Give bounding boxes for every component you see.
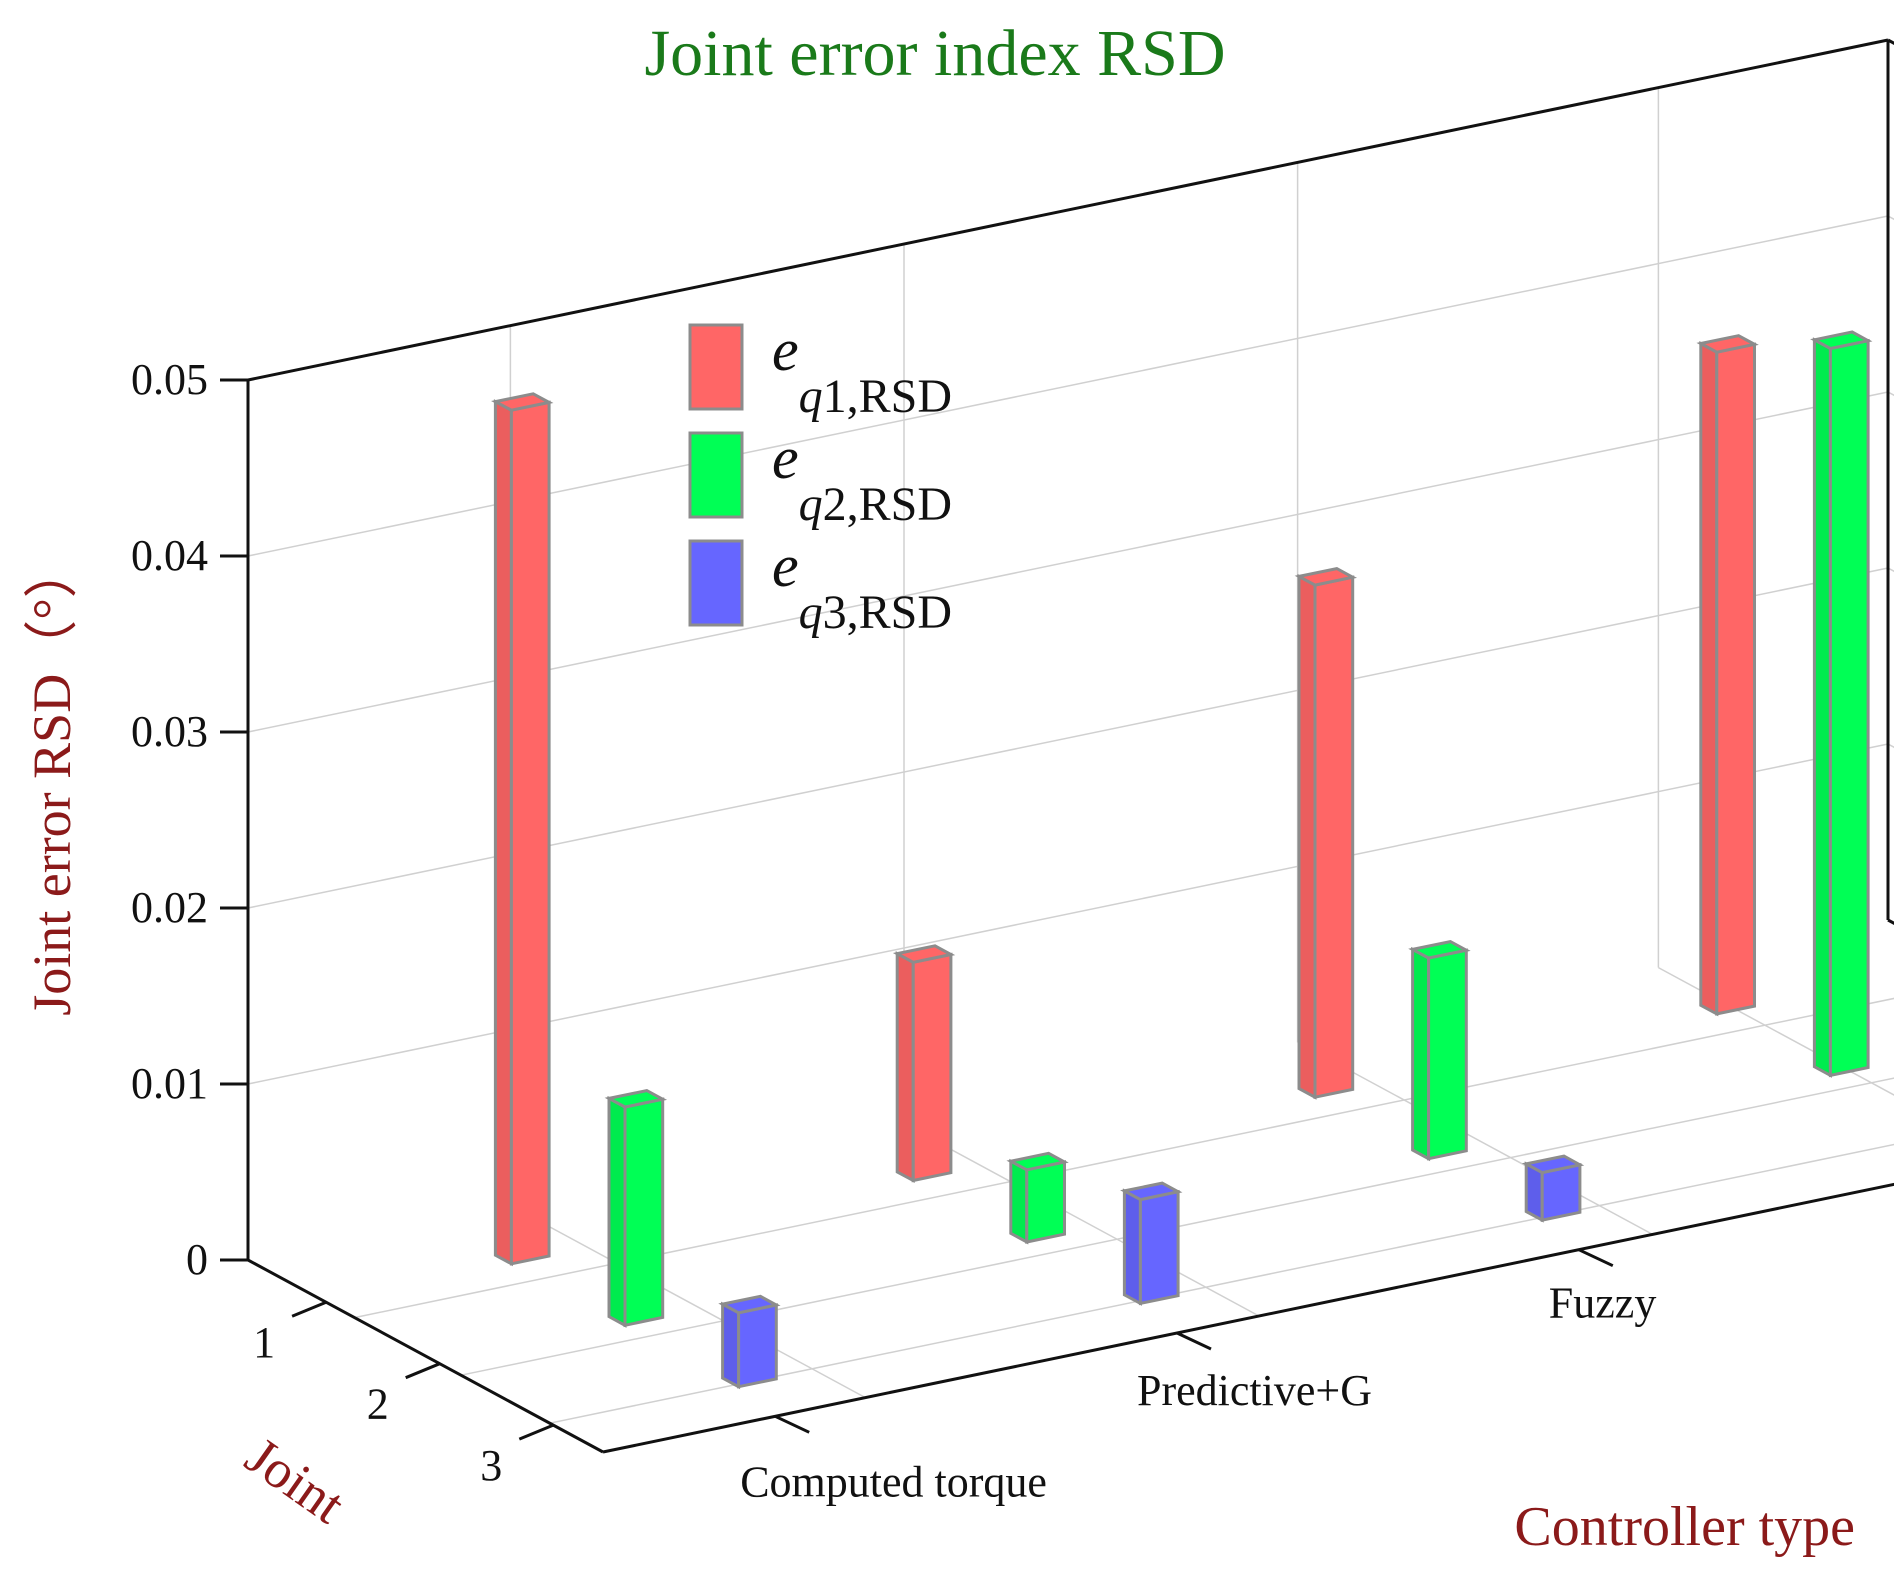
bar-face-top bbox=[1521, 1154, 1585, 1175]
bars bbox=[491, 330, 1873, 1390]
bar-q1-rsd-predictive-g bbox=[892, 944, 956, 1184]
bar-face-left bbox=[721, 1301, 741, 1390]
bar-face-top bbox=[1120, 1181, 1183, 1202]
bar-face-top bbox=[1006, 1151, 1069, 1172]
bar-face-top bbox=[1408, 940, 1471, 960]
legend-item: eq3,RSD bbox=[688, 533, 952, 639]
joint-tick-label: 1 bbox=[253, 1318, 275, 1367]
bar-q1-rsd-fuzzy bbox=[1294, 567, 1358, 1100]
bar-face-left bbox=[1812, 337, 1832, 1078]
controller-tick bbox=[1176, 1331, 1212, 1351]
bar-q3-rsd-predictive-g bbox=[1120, 1181, 1183, 1306]
z-tick-label: 0.03 bbox=[131, 707, 208, 756]
controller-tick-label: Computed torque bbox=[740, 1457, 1047, 1506]
x-axis-label: Controller type bbox=[1514, 1496, 1855, 1558]
z-tick-label: 0.02 bbox=[131, 883, 208, 932]
z-tick-label: 0.05 bbox=[131, 355, 208, 404]
bar-face-front bbox=[623, 1097, 665, 1328]
legend-item: eq2,RSD bbox=[688, 425, 952, 531]
bar-face-top bbox=[1294, 567, 1358, 587]
legend-item: eq1,RSD bbox=[688, 317, 952, 423]
grid-line bbox=[1297, 1041, 1653, 1236]
joint-tick bbox=[405, 1362, 441, 1380]
y-axis-label: Joint bbox=[235, 1426, 355, 1535]
z-tick-label: 0.04 bbox=[131, 531, 208, 580]
bar-face-top bbox=[604, 1089, 668, 1109]
controller-tick bbox=[774, 1414, 810, 1434]
bar-face-front bbox=[1138, 1189, 1180, 1306]
joint-tick-label: 2 bbox=[367, 1380, 389, 1429]
bar-face-left bbox=[895, 951, 915, 1184]
bar-q2-rsd-computed-torque bbox=[604, 1089, 668, 1328]
legend-swatch bbox=[688, 323, 744, 411]
bar-q1-rsd-pid bbox=[1696, 334, 1759, 1017]
controller-tick bbox=[1578, 1248, 1614, 1268]
bar-q3-rsd-computed-torque bbox=[718, 1294, 781, 1390]
legend-label: eq3,RSD bbox=[772, 533, 952, 639]
x-axis-line bbox=[602, 1182, 1894, 1454]
axes: 0 0.01 0.02 0.03 0.04 0.05 1 2 3 Computed torque P… bbox=[131, 38, 1894, 1506]
bar-face-front bbox=[1313, 575, 1355, 1100]
legend-swatch bbox=[688, 539, 744, 627]
z-tick-label: 0.01 bbox=[131, 1059, 208, 1108]
bar-face-left bbox=[607, 1095, 627, 1328]
bar-face-top bbox=[1696, 334, 1759, 354]
bar-q2-rsd-predictive-g bbox=[1006, 1151, 1069, 1245]
bar-face-top bbox=[718, 1294, 781, 1315]
bar-face-left bbox=[1699, 340, 1719, 1017]
bar-face-front bbox=[911, 952, 953, 1183]
bar-face-front bbox=[1715, 342, 1756, 1016]
bar-q2-rsd-fuzzy bbox=[1408, 940, 1471, 1162]
grid-line bbox=[510, 1204, 866, 1399]
bar-q1-rsd-computed-torque bbox=[491, 392, 554, 1267]
bar-face-front bbox=[1427, 948, 1468, 1161]
box-edge bbox=[1887, 918, 1894, 925]
joint-tick-label: 3 bbox=[480, 1441, 502, 1490]
bar-face-top bbox=[491, 392, 554, 412]
bar-face-left bbox=[1122, 1188, 1142, 1306]
joint-tick bbox=[291, 1300, 327, 1318]
joint-tick bbox=[518, 1423, 554, 1441]
bar-face-front bbox=[737, 1303, 778, 1389]
bar-face-front bbox=[1025, 1160, 1066, 1244]
legend-label: eq1,RSD bbox=[772, 317, 952, 423]
z-axis-label: Joint error RSD（°） bbox=[22, 544, 82, 1016]
bar-face-left bbox=[493, 399, 513, 1267]
bar-face-front bbox=[1828, 338, 1870, 1078]
bar-face-top bbox=[892, 944, 956, 964]
legend-swatch bbox=[688, 431, 744, 519]
controller-tick-label: Fuzzy bbox=[1549, 1279, 1657, 1328]
bar-face-left bbox=[1009, 1158, 1029, 1245]
controller-tick-label: Predictive+G bbox=[1137, 1366, 1372, 1415]
bar-face-front bbox=[1540, 1162, 1582, 1222]
grid-line bbox=[549, 1143, 1894, 1424]
bar-face-front bbox=[509, 400, 551, 1266]
bar-face-left bbox=[1411, 946, 1431, 1162]
box-edge bbox=[247, 38, 1889, 382]
bar-face-left bbox=[1297, 573, 1317, 1100]
legend-label: eq2,RSD bbox=[772, 425, 952, 531]
bar-q2-rsd-pid bbox=[1810, 330, 1873, 1078]
bar-q3-rsd-fuzzy bbox=[1521, 1154, 1585, 1223]
y-axis-line bbox=[247, 1258, 604, 1454]
chart-title: Joint error index RSD bbox=[644, 17, 1225, 90]
bar-face-top bbox=[1810, 330, 1873, 351]
grid-line bbox=[903, 1123, 1260, 1317]
z-tick-label: 0 bbox=[186, 1235, 208, 1284]
